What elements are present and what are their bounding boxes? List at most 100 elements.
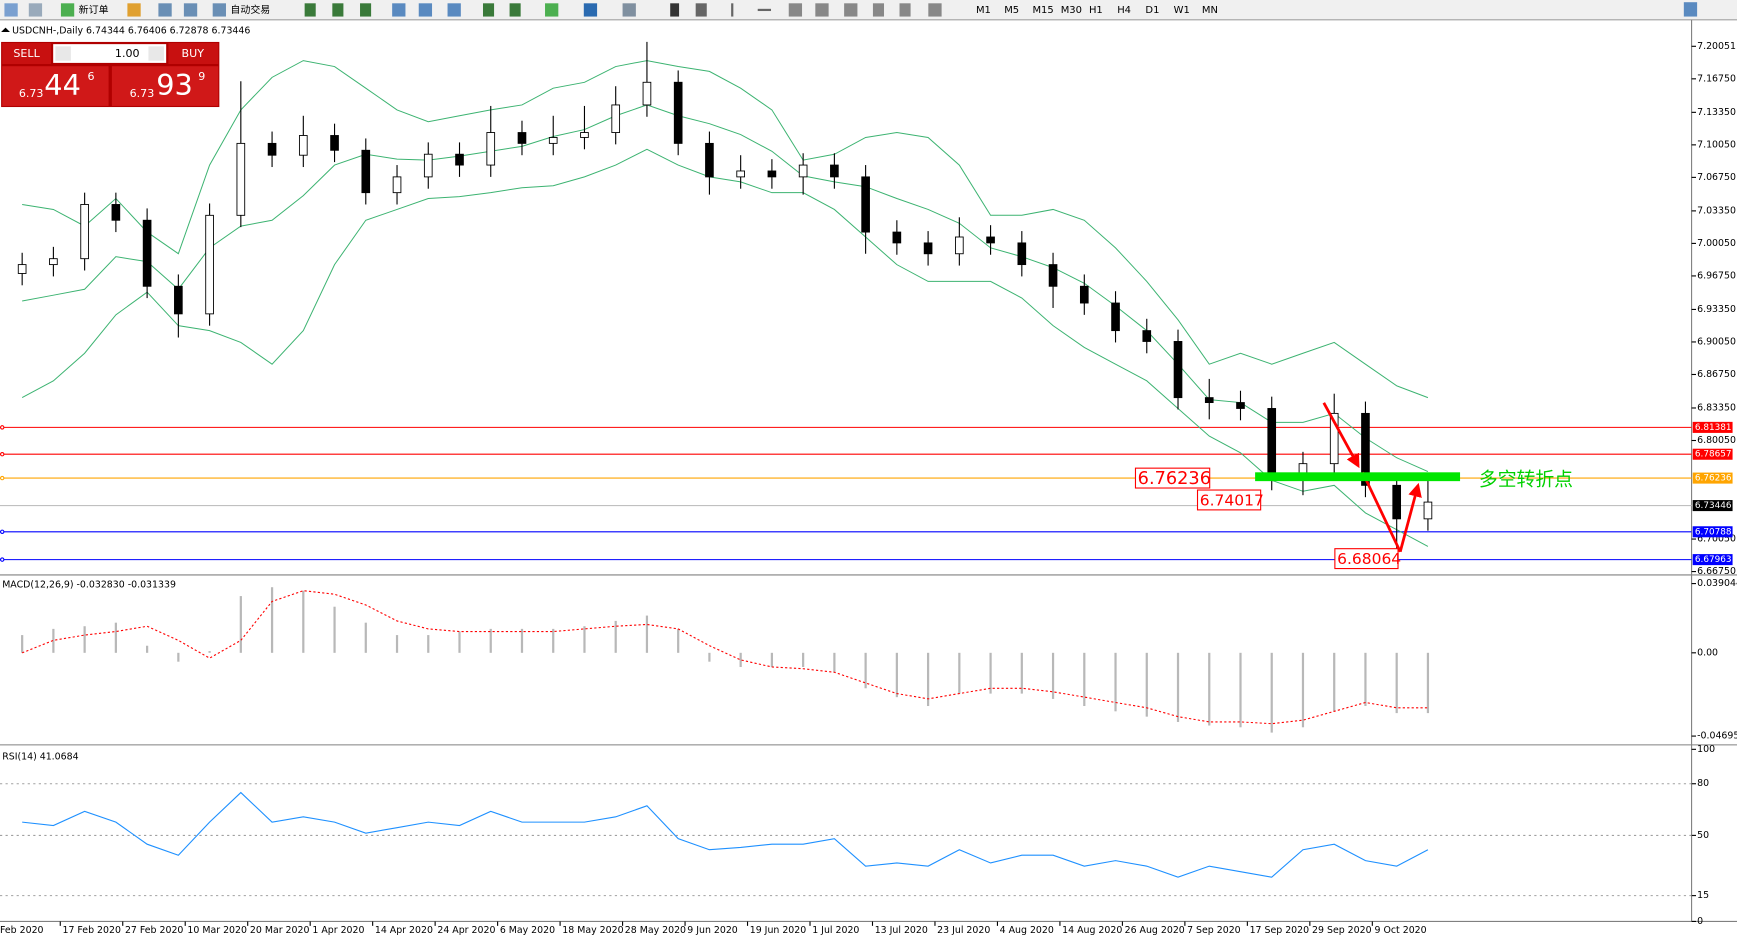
candle-body (1423, 501, 1433, 520)
macd-bar (739, 652, 742, 668)
candle-body (361, 149, 371, 194)
candle-body (548, 137, 558, 144)
lots-down[interactable] (55, 46, 71, 61)
macd-bar (302, 590, 305, 653)
y-tick-label: 7.10050 (1697, 139, 1736, 150)
cursor-tool[interactable] (670, 3, 680, 17)
timeframe-button[interactable]: H4 (1117, 5, 1131, 16)
macd-bar (21, 635, 24, 653)
timeframe-button[interactable]: M30 (1061, 5, 1082, 16)
current-price-label: 6.73446 (1695, 501, 1732, 511)
candle-body (17, 264, 27, 274)
x-tick-label: 29 Sep 2020 (1312, 925, 1372, 936)
candle-body (1173, 341, 1183, 399)
macd-bar (1333, 652, 1336, 712)
macd-bar (958, 652, 961, 694)
x-tick-label: 14 Aug 2020 (1062, 925, 1122, 936)
x-tick-label: 9 Oct 2020 (1375, 925, 1427, 936)
channel-tool[interactable] (815, 3, 829, 17)
level-anchor (0, 452, 5, 457)
y-tick-label: 50 (1697, 830, 1709, 841)
candle-body (892, 231, 902, 244)
bid-pips[interactable]: 44 (44, 68, 81, 102)
bid-fraction[interactable]: 6 (88, 70, 95, 83)
ask-box[interactable] (111, 66, 219, 106)
y-tick-label: 6.96750 (1697, 270, 1736, 281)
tool-icon[interactable] (158, 3, 172, 17)
sell-button[interactable] (2, 43, 51, 65)
lots-input[interactable] (53, 44, 167, 63)
candle-body (1392, 484, 1402, 520)
tool-icon[interactable] (183, 3, 198, 17)
macd-bar (333, 606, 336, 653)
new-order-icon[interactable] (60, 3, 75, 17)
hline-tool[interactable] (757, 8, 772, 12)
tool-icon[interactable] (332, 3, 344, 17)
timeframe-button[interactable]: M1 (976, 5, 991, 16)
timeframe-button[interactable]: H1 (1089, 5, 1103, 16)
macd-bar (239, 596, 242, 653)
trendline-tool[interactable] (788, 3, 803, 17)
x-tick-label: 18 May 2020 (562, 925, 623, 936)
buy-button[interactable] (168, 43, 219, 65)
macd-bar (1301, 652, 1305, 728)
tool-icon[interactable] (482, 3, 495, 17)
candle-body (1142, 330, 1152, 342)
candle-body (486, 132, 496, 166)
ask-fraction[interactable]: 9 (198, 70, 205, 83)
tool-icon[interactable] (4, 3, 18, 17)
tool-icon[interactable] (304, 3, 316, 17)
timeframe-button[interactable]: M5 (1004, 5, 1019, 16)
timeframe-button[interactable]: M15 (1032, 5, 1053, 16)
tool-icon[interactable] (509, 3, 521, 17)
new-order-button[interactable]: 新订单 (79, 3, 109, 16)
macd-bar (489, 628, 492, 653)
lots-value[interactable]: 1.00 (115, 47, 140, 60)
ask-pips[interactable]: 93 (156, 68, 193, 102)
tile[interactable] (447, 3, 461, 17)
candle-body (455, 153, 464, 166)
y-tick-label: 15 (1697, 890, 1709, 901)
tool-icon[interactable] (360, 3, 372, 17)
macd-title: MACD(12,26,9) -0.032830 -0.031339 (2, 579, 176, 590)
tool-icon[interactable] (1683, 2, 1698, 17)
vline-tool[interactable] (731, 3, 734, 17)
text-tool[interactable] (872, 3, 885, 17)
timeframe-button[interactable]: MN (1202, 5, 1218, 16)
macd-bar (1395, 652, 1398, 714)
bid-box[interactable] (2, 66, 109, 106)
lots-up[interactable] (148, 46, 164, 61)
level-tag (1692, 554, 1733, 566)
x-tick-label: 4 Aug 2020 (1000, 925, 1054, 936)
macd-bar (520, 628, 524, 653)
tool-icon[interactable] (127, 3, 141, 17)
timeframe-button[interactable]: W1 (1174, 5, 1190, 16)
sell-label[interactable]: SELL (13, 47, 40, 60)
zoom-in[interactable] (392, 3, 406, 17)
timeframe-button[interactable]: D1 (1145, 5, 1159, 16)
auto-trading-button[interactable]: 自动交易 (230, 3, 270, 16)
macd-bar (364, 622, 367, 653)
indicators[interactable] (545, 3, 559, 17)
x-tick-label: 9 Jun 2020 (687, 925, 738, 936)
toolbar: 新订单 自动交易 M1 M5 M1 (0, 0, 1737, 21)
periods[interactable] (583, 3, 598, 17)
fibo-tool[interactable] (844, 3, 858, 17)
y-tick-label: 100 (1697, 744, 1715, 755)
collapse-icon[interactable] (1, 27, 10, 33)
x-tick-label: 17 Feb 2020 (62, 925, 120, 936)
buy-label[interactable]: BUY (182, 47, 205, 60)
templates[interactable] (622, 3, 636, 17)
arrow-tool[interactable] (928, 3, 942, 17)
x-tick-label: 1 Apr 2020 (312, 925, 364, 936)
level-tag-label: 6.76236 (1695, 474, 1732, 484)
zoom-out[interactable] (418, 3, 433, 17)
bid-big[interactable]: 6.73 (19, 87, 44, 100)
auto-trading-icon[interactable] (212, 3, 226, 17)
label-tool[interactable] (899, 3, 911, 17)
ask-big[interactable]: 6.73 (130, 87, 155, 100)
macd-bar (458, 631, 461, 653)
macd-bar (1176, 652, 1180, 722)
tool-icon[interactable] (28, 3, 43, 17)
crosshair-tool[interactable] (695, 3, 707, 17)
